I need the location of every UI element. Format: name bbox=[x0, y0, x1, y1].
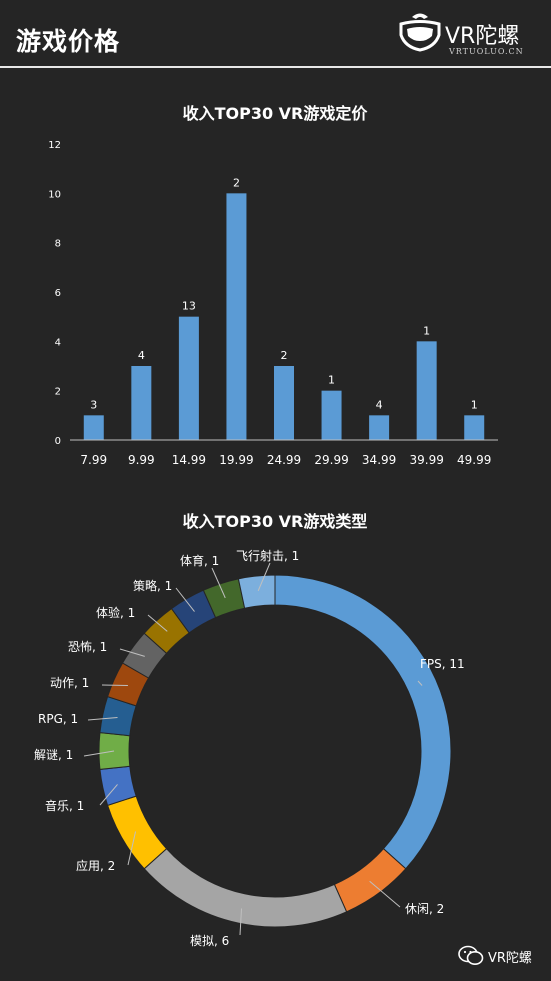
y-tick-label: 2 bbox=[55, 387, 61, 398]
bar-data-label: 2 bbox=[281, 349, 288, 362]
x-category-label: 7.99 bbox=[80, 453, 107, 467]
x-category-label: 29.99 bbox=[314, 453, 348, 467]
slice-label: 恐怖, 1 bbox=[68, 639, 107, 654]
bar bbox=[416, 341, 437, 440]
bar-data-label: 4 bbox=[376, 398, 383, 411]
x-category-label: 24.99 bbox=[267, 453, 301, 467]
donut-slice bbox=[98, 732, 131, 770]
bar-data-label: 4 bbox=[138, 349, 145, 362]
donut-slice bbox=[143, 847, 348, 928]
y-tick-label: 12 bbox=[48, 140, 61, 151]
vr-tuoluo-logo: VR陀螺 VRTUOLUO.CN bbox=[397, 8, 537, 60]
y-tick-label: 8 bbox=[55, 239, 61, 250]
leader-line bbox=[257, 562, 271, 592]
bar bbox=[369, 415, 390, 440]
bar bbox=[321, 390, 342, 440]
bar-chart-title: 收入TOP30 VR游戏定价 bbox=[183, 104, 369, 123]
donut-slice bbox=[237, 574, 276, 609]
header: 游戏价格 VR陀螺 VRTUOLUO.CN bbox=[0, 0, 551, 68]
slice-label: 应用, 2 bbox=[76, 858, 115, 873]
bar-data-label: 13 bbox=[182, 300, 196, 313]
watermark-text: VR陀螺 bbox=[488, 951, 532, 966]
leader-line bbox=[239, 908, 243, 936]
logo-subtext: VRTUOLUO.CN bbox=[449, 47, 524, 56]
y-tick-label: 0 bbox=[55, 436, 61, 447]
donut-slice bbox=[274, 574, 452, 870]
slice-label: 休闲, 2 bbox=[405, 902, 444, 916]
y-tick-label: 6 bbox=[55, 288, 61, 299]
bar-data-label: 2 bbox=[233, 176, 240, 189]
bar-data-label: 1 bbox=[471, 398, 478, 411]
bar bbox=[178, 316, 199, 440]
x-category-label: 49.99 bbox=[457, 453, 491, 467]
x-category-label: 9.99 bbox=[128, 453, 155, 467]
wechat-watermark: VR陀螺 bbox=[458, 944, 544, 968]
bar-data-label: 3 bbox=[90, 398, 97, 411]
bar-data-label: 1 bbox=[328, 374, 335, 387]
leader-line bbox=[83, 750, 115, 757]
slice-label: 音乐, 1 bbox=[45, 798, 84, 813]
vr-headset-logo-icon bbox=[399, 13, 441, 52]
bar-data-label: 1 bbox=[423, 324, 430, 337]
y-tick-label: 10 bbox=[48, 189, 61, 200]
logo-text: VR陀螺 bbox=[445, 24, 520, 49]
bar bbox=[274, 366, 294, 440]
slice-label: FPS, 11 bbox=[420, 657, 465, 671]
slice-label: 飞行射击, 1 bbox=[236, 548, 299, 563]
leader-line bbox=[417, 680, 423, 686]
x-category-label: 34.99 bbox=[362, 453, 396, 467]
bar bbox=[83, 415, 104, 440]
leader-line bbox=[175, 587, 195, 612]
leader-line bbox=[99, 784, 118, 806]
leader-line bbox=[147, 614, 168, 632]
page-title: 游戏价格 bbox=[16, 27, 121, 56]
genre-donut-chart: 收入TOP30 VR游戏类型 FPS, 11 休闲, 2 模拟, 6 应用, 2 音乐,… bbox=[34, 512, 465, 948]
slice-label: 模拟, 6 bbox=[190, 934, 229, 948]
x-category-label: 14.99 bbox=[172, 453, 206, 467]
bar bbox=[464, 415, 485, 440]
slice-label: 动作, 1 bbox=[50, 676, 89, 690]
bar bbox=[131, 366, 152, 440]
slice-label: 解谜, 1 bbox=[34, 748, 73, 762]
slice-label: RPG, 1 bbox=[38, 712, 78, 726]
leader-line bbox=[119, 648, 145, 657]
leader-line bbox=[101, 684, 128, 687]
leader-line bbox=[127, 831, 137, 866]
header-divider bbox=[0, 66, 551, 68]
x-category-label: 19.99 bbox=[219, 453, 253, 467]
leader-line bbox=[87, 717, 118, 721]
wechat-icon bbox=[458, 945, 484, 965]
slice-label: 体育, 1 bbox=[180, 553, 219, 568]
bar bbox=[226, 193, 247, 440]
x-category-label: 39.99 bbox=[409, 453, 443, 467]
y-tick-label: 4 bbox=[55, 337, 61, 348]
donut-chart-title: 收入TOP30 VR游戏类型 bbox=[183, 512, 368, 531]
slice-label: 策略, 1 bbox=[133, 578, 172, 593]
leader-line bbox=[211, 567, 226, 599]
leader-line bbox=[369, 880, 401, 908]
slice-label: 体验, 1 bbox=[96, 605, 135, 620]
